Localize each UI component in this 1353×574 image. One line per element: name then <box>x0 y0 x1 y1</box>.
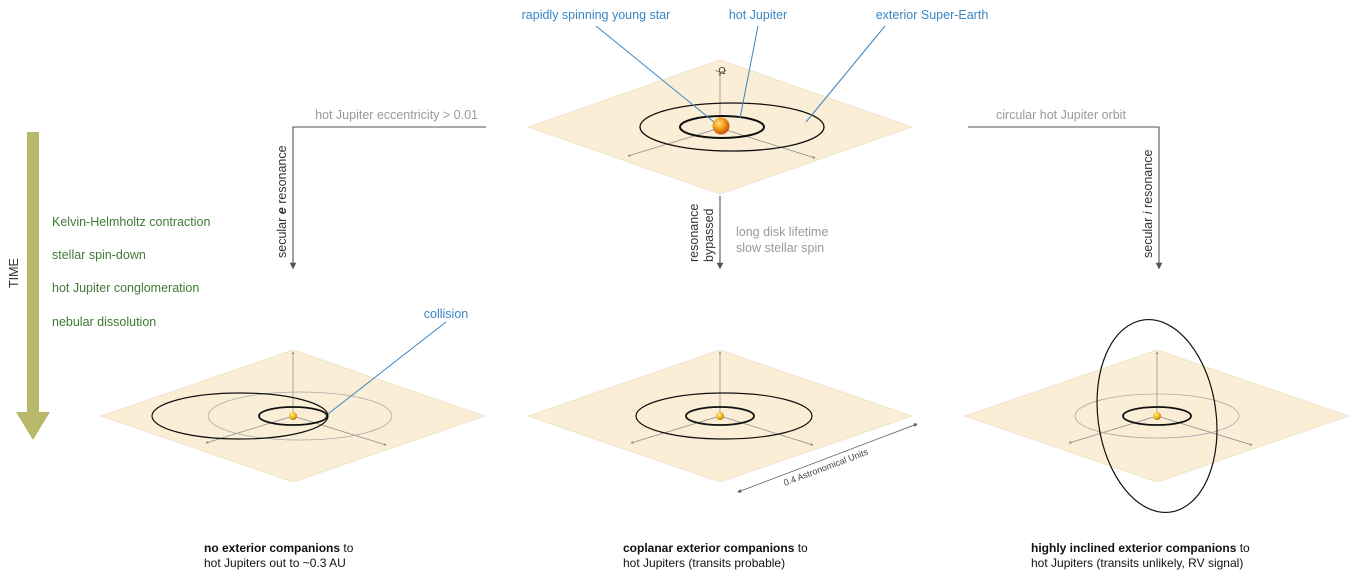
hot-jupiter-orbit-middle <box>685 406 755 426</box>
left-resonance-label: secular e resonance <box>275 145 289 258</box>
star-left <box>289 412 297 420</box>
label-hot-jupiter: hot Jupiter <box>729 8 787 22</box>
initial-system: Ω <box>527 59 913 195</box>
process-1: Kelvin-Helmholtz contraction <box>52 215 210 229</box>
system-left <box>100 349 486 483</box>
system-right <box>964 318 1350 514</box>
middle-resonance-label: resonance <box>687 204 701 262</box>
label-collision: collision <box>424 307 469 321</box>
hot-jupiter-orbit-top <box>679 115 765 139</box>
super-earth-orbit-top <box>639 102 825 152</box>
scale-bar <box>737 423 918 493</box>
time-arrow <box>16 132 50 440</box>
caption-right-line1: highly inclined exterior companions to <box>1031 541 1250 555</box>
axis-x-right <box>1068 415 1158 444</box>
omega-label: Ω <box>718 66 726 77</box>
star-middle <box>716 412 724 420</box>
hot-jupiter-orbit-right <box>1122 406 1192 426</box>
long-disk-label: long disk lifetime <box>736 225 828 239</box>
leader-star <box>595 25 715 123</box>
leader-hot-jupiter <box>739 25 759 119</box>
axis-x-top <box>627 127 721 157</box>
label-young-star: rapidly spinning young star <box>522 8 671 22</box>
axis-y-right <box>1156 415 1253 446</box>
time-arrow-head <box>16 412 50 440</box>
time-arrow-shaft <box>27 132 39 412</box>
left-branch-arrow <box>289 126 486 270</box>
original-orbit-right <box>1074 393 1240 439</box>
hot-jupiter-orbit-left <box>258 406 328 426</box>
left-branch-label: hot Jupiter eccentricity > 0.01 <box>315 108 478 122</box>
caption-middle-line2: hot Jupiters (transits probable) <box>623 556 785 570</box>
label-super-earth: exterior Super-Earth <box>876 8 989 22</box>
axis-y-left <box>292 415 387 446</box>
caption-middle-line1: coplanar exterior companions to <box>623 541 808 555</box>
coplanar-orbit-middle <box>635 392 813 440</box>
process-3: hot Jupiter conglomeration <box>52 281 199 295</box>
process-4: nebular dissolution <box>52 315 156 329</box>
leader-collision <box>327 321 447 415</box>
middle-bypassed-label: bypassed <box>702 208 716 262</box>
slow-spin-label: slow stellar spin <box>736 241 824 255</box>
right-resonance-label: secular i resonance <box>1141 150 1155 258</box>
axis-y-top <box>719 127 816 159</box>
caption-left-line2: hot Jupiters out to ~0.3 AU <box>204 556 346 570</box>
leader-super-earth <box>805 25 886 123</box>
star-right <box>1153 412 1161 420</box>
original-orbit-left <box>207 391 393 441</box>
spin-arrow-icon <box>715 69 727 73</box>
right-branch-arrow <box>968 126 1163 270</box>
caption-left-line1: no exterior companions to <box>204 541 354 555</box>
time-label: TIME <box>7 258 21 288</box>
inclined-orbit-right <box>1096 318 1218 514</box>
caption-right-line2: hot Jupiters (transits unlikely, RV sign… <box>1031 556 1243 570</box>
right-branch-label: circular hot Jupiter orbit <box>996 108 1126 122</box>
process-2: stellar spin-down <box>52 248 146 262</box>
eccentric-orbit-left <box>151 392 329 440</box>
axis-x-middle <box>630 415 721 444</box>
system-middle <box>527 349 913 483</box>
young-star <box>712 117 730 135</box>
